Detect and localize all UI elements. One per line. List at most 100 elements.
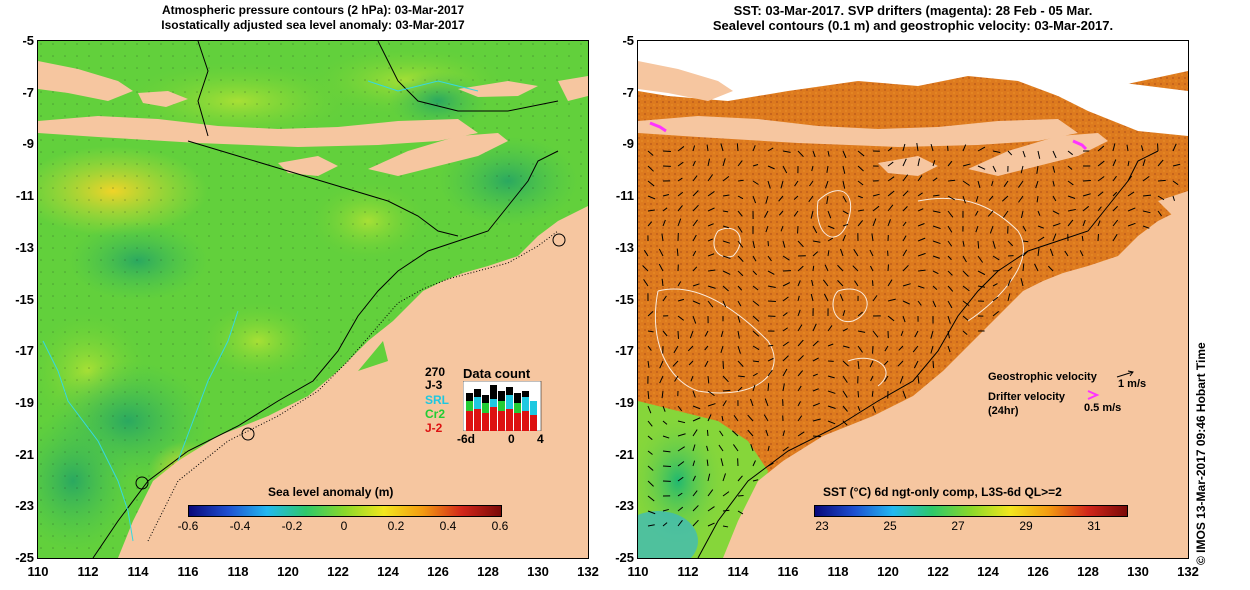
drifter-velocity-scale: 0.5 m/s xyxy=(1084,402,1122,414)
velocity-arrow xyxy=(854,280,859,287)
velocity-arrow xyxy=(1007,150,1013,156)
left-lat-tick: -11 xyxy=(15,188,34,204)
velocity-arrow xyxy=(932,270,939,275)
velocity-arrow xyxy=(857,345,863,353)
data-count-title: Data count xyxy=(463,366,531,381)
velocity-arrow xyxy=(1037,225,1044,229)
velocity-arrow xyxy=(692,219,698,227)
velocity-arrow xyxy=(677,315,685,321)
velocity-arrow xyxy=(812,435,821,438)
left-lon-tick: 116 xyxy=(177,564,199,579)
velocity-arrow xyxy=(722,400,727,407)
velocity-arrow xyxy=(827,150,830,157)
velocity-arrow xyxy=(722,270,731,275)
velocity-arrow xyxy=(1020,165,1024,174)
velocity-arrow xyxy=(737,375,745,378)
drifter-track-east xyxy=(1072,139,1088,151)
velocity-arrow xyxy=(827,390,836,394)
velocity-arrow xyxy=(722,210,729,213)
velocity-arrow xyxy=(793,210,799,217)
left-lat-tick: -17 xyxy=(15,343,34,359)
velocity-arrow xyxy=(884,375,889,382)
velocity-arrow xyxy=(722,175,730,182)
velocity-arrow xyxy=(732,444,739,452)
sst-map[interactable]: Geostrophic velocity 1 m/s Drifter veloc… xyxy=(638,41,1188,558)
velocity-arrow xyxy=(737,210,743,217)
timor-island-sst xyxy=(968,133,1108,176)
velocity-arrow xyxy=(661,233,664,242)
left-map-frame xyxy=(37,40,589,559)
right-lon-tick: 120 xyxy=(877,564,899,579)
velocity-arrow xyxy=(1022,240,1029,243)
velocity-arrow xyxy=(1052,180,1055,187)
velocity-arrow xyxy=(912,345,919,353)
velocity-arrow xyxy=(1036,165,1039,174)
velocity-arrow xyxy=(840,248,844,257)
velocity-arrow xyxy=(887,315,895,322)
drifter-track-west xyxy=(649,121,667,133)
velocity-arrow xyxy=(902,190,909,197)
velocity-arrow xyxy=(1127,207,1136,212)
velocity-arrow xyxy=(947,160,953,167)
velocity-arrow xyxy=(826,165,829,173)
velocity-arrow xyxy=(857,330,866,333)
velocity-arrow xyxy=(797,309,801,317)
left-lat-tick: -5 xyxy=(22,33,34,48)
velocity-arrow xyxy=(782,255,790,261)
velocity-arrow xyxy=(857,209,865,212)
velocity-arrow xyxy=(812,388,819,392)
velocity-arrow xyxy=(662,522,668,527)
velocity-arrow xyxy=(797,370,804,377)
velocity-arrow xyxy=(827,420,836,425)
velocity-arrow xyxy=(647,480,654,487)
velocity-arrow xyxy=(947,300,953,309)
velocity-arrow xyxy=(659,375,664,384)
velocity-arrow xyxy=(897,360,904,367)
velocity-arrow xyxy=(797,280,801,287)
velocity-arrow xyxy=(647,450,653,455)
velocity-arrow xyxy=(887,279,893,287)
sea-level-anomaly-map[interactable]: 270 J-3 SRL Cr2 J-2 Data count -6d 0 4 S… xyxy=(38,41,588,558)
velocity-arrow xyxy=(797,265,804,272)
velocity-arrow xyxy=(767,369,773,377)
velocity-arrow xyxy=(674,375,679,382)
velocity-arrow xyxy=(853,249,859,257)
velocity-arrow xyxy=(707,207,715,212)
velocity-arrow xyxy=(827,225,835,230)
velocity-arrow xyxy=(962,240,965,247)
velocity-arrow xyxy=(872,330,879,338)
velocity-arrow xyxy=(932,225,941,230)
velocity-arrow xyxy=(722,255,731,259)
velocity-arrow xyxy=(647,195,656,200)
velocity-arrow xyxy=(676,248,679,257)
velocity-arrow xyxy=(752,460,756,467)
velocity-arrow xyxy=(767,285,776,288)
velocity-arrow xyxy=(887,298,896,302)
right-lat-tick: -15 xyxy=(615,291,634,307)
velocity-arrow xyxy=(1082,205,1090,212)
sla-colorbar-tick: 0 xyxy=(340,519,348,533)
velocity-arrow xyxy=(887,161,894,167)
velocity-arrow xyxy=(810,293,814,302)
sat-cr2-label: Cr2 xyxy=(425,407,446,421)
velocity-arrow xyxy=(992,311,999,317)
velocity-arrow xyxy=(704,360,709,368)
velocity-arrow xyxy=(707,403,716,407)
velocity-arrow xyxy=(857,165,864,172)
velocity-arrow xyxy=(750,444,754,452)
velocity-arrow xyxy=(1112,175,1117,182)
velocity-arrow xyxy=(797,415,803,422)
velocity-arrow xyxy=(1112,219,1119,227)
velocity-arrow xyxy=(842,210,849,215)
velocity-arrow xyxy=(1082,193,1091,197)
velocity-arrow xyxy=(1112,233,1118,242)
velocity-arrow xyxy=(1022,251,1029,257)
velocity-arrow xyxy=(852,265,859,272)
velocity-arrow xyxy=(1112,159,1117,167)
sst-colorbar-ticks: 23 25 27 29 31 xyxy=(814,519,1126,535)
velocity-arrow xyxy=(767,255,772,262)
velocity-arrow xyxy=(857,195,864,199)
velocity-arrow xyxy=(720,345,724,354)
right-lat-tick: -19 xyxy=(615,394,634,410)
velocity-arrow xyxy=(737,240,744,248)
